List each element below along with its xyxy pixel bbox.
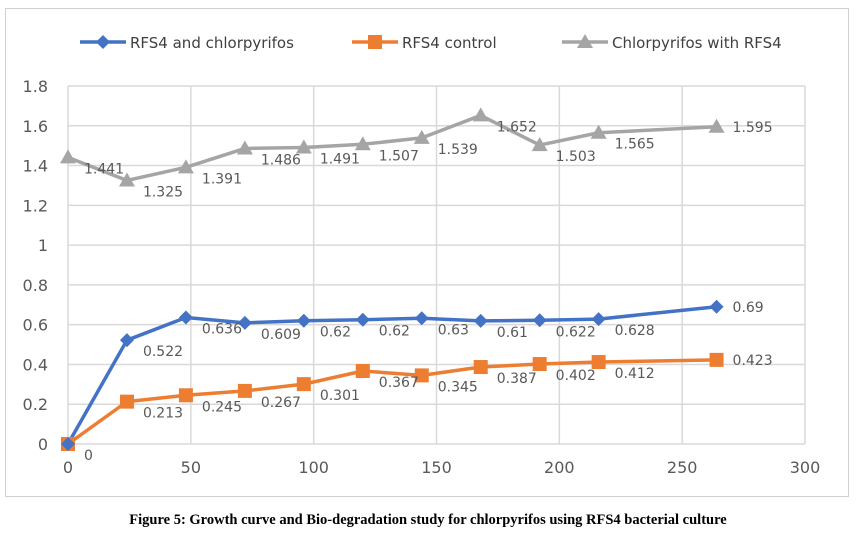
triangle-marker: [413, 129, 430, 144]
square-marker: [119, 394, 134, 409]
data-label: 1.595: [733, 120, 773, 136]
diamond-marker: [532, 313, 547, 328]
data-label: 1.503: [556, 149, 596, 165]
diamond-marker: [237, 315, 252, 330]
data-label: 0.367: [379, 375, 419, 391]
series-layer: [60, 107, 725, 451]
triangle-marker: [118, 172, 135, 187]
x-tick-label: 0: [63, 458, 73, 477]
data-label: 0.345: [438, 379, 478, 395]
diamond-marker: [709, 299, 724, 314]
y-tick-label: 0: [38, 435, 48, 454]
square-marker: [591, 355, 606, 370]
square-marker: [473, 360, 488, 375]
figure-caption: Figure 5: Growth curve and Bio-degradati…: [129, 512, 727, 528]
data-label: 1.507: [379, 148, 419, 164]
square-marker: [296, 377, 311, 392]
data-label: 1.486: [261, 152, 301, 168]
data-label: 1.539: [438, 142, 478, 158]
data-label: 1.325: [143, 184, 183, 200]
data-label: 0.387: [497, 371, 537, 387]
triangle-marker: [354, 136, 371, 151]
data-label: 0.628: [615, 323, 655, 339]
diamond-marker: [96, 35, 110, 49]
x-tick-label: 300: [790, 458, 821, 477]
data-label: 0.609: [261, 327, 301, 343]
x-tick-label: 50: [181, 458, 201, 477]
legend-item: RFS4 control: [352, 34, 497, 52]
data-label: 0.423: [733, 353, 773, 369]
legend-item: Chlorpyrifos with RFS4: [562, 34, 782, 52]
y-tick-label: 1.4: [23, 157, 48, 176]
data-label: 0.301: [320, 388, 360, 404]
triangle-marker: [236, 140, 253, 155]
square-marker: [414, 368, 429, 383]
triangle-marker: [577, 34, 593, 48]
diamond-marker: [591, 312, 606, 327]
y-tick-label: 0.8: [23, 276, 48, 295]
triangle-marker: [531, 137, 548, 152]
legend-label: RFS4 and chlorpyrifos: [130, 34, 294, 52]
legend: RFS4 and chlorpyrifos RFS4 control Chlorpy…: [80, 34, 782, 52]
square-marker: [368, 35, 382, 49]
triangle-marker: [295, 139, 312, 154]
data-label: 1.652: [497, 119, 537, 135]
data-label: 0.62: [379, 324, 410, 340]
x-tick-label: 150: [421, 458, 452, 477]
triangle-marker: [590, 124, 607, 139]
diamond-marker: [178, 310, 193, 325]
data-label: 0.245: [202, 399, 242, 415]
data-label: 0.62: [320, 325, 351, 341]
data-label: 1.441: [84, 161, 124, 177]
data-label: 0.622: [556, 324, 596, 340]
diamond-marker: [473, 313, 488, 328]
data-label: 1.565: [615, 137, 655, 153]
gridlines: [67, 85, 806, 445]
legend-item: RFS4 and chlorpyrifos: [80, 34, 294, 52]
x-tick-label: 100: [298, 458, 329, 477]
diamond-marker: [61, 437, 75, 451]
data-label: 1.491: [320, 151, 360, 167]
data-label: 0.213: [143, 406, 183, 422]
data-label: 0.522: [143, 344, 183, 360]
legend-label: RFS4 control: [402, 34, 497, 52]
data-label: 0.63: [438, 322, 469, 338]
data-label: 0.61: [497, 325, 528, 341]
triangle-marker: [177, 159, 194, 174]
diamond-marker: [355, 312, 370, 327]
chart-frame: [5, 8, 849, 497]
data-label: 0.267: [261, 395, 301, 411]
x-tick-label: 250: [667, 458, 698, 477]
x-tick-label: 200: [544, 458, 575, 477]
square-marker: [237, 383, 252, 398]
data-label: 1.391: [202, 171, 242, 187]
data-label: 0.69: [733, 300, 764, 316]
square-marker: [709, 352, 724, 367]
data-label: 0: [84, 448, 93, 464]
y-tick-label: 1.2: [23, 196, 48, 215]
y-tick-label: 0.6: [23, 316, 48, 335]
y-tick-label: 1.6: [23, 117, 48, 136]
triangle-marker: [60, 149, 76, 164]
data-label: 0.636: [202, 322, 242, 338]
y-tick-label: 0.4: [23, 355, 48, 374]
axis-ticks: 0 0.2 0.4 0.6 0.8 1 1.2 1.4 1.6 1.8 0 50 100 150 200 25…: [23, 77, 821, 477]
y-tick-label: 1: [38, 236, 48, 255]
triangle-marker: [472, 107, 489, 122]
data-label: 0.402: [556, 368, 596, 384]
legend-label: Chlorpyrifos with RFS4: [612, 34, 782, 52]
square-marker: [355, 364, 370, 379]
diamond-marker: [414, 311, 429, 326]
square-marker: [178, 388, 193, 403]
diamond-marker: [296, 313, 311, 328]
data-label: 0.412: [615, 366, 655, 382]
triangle-marker: [708, 118, 725, 133]
y-tick-label: 0.2: [23, 395, 48, 414]
square-marker: [532, 357, 547, 372]
data-labels: 0.522 0.636 0.609 0.62 0.62 0.63 0.61 0.622 0.62…: [84, 119, 773, 464]
y-tick-label: 1.8: [23, 77, 48, 96]
diamond-marker: [119, 333, 134, 348]
